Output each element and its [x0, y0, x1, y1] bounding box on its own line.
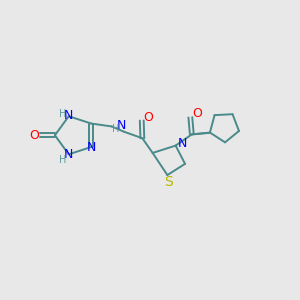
Text: O: O	[192, 107, 202, 120]
Text: N: N	[64, 109, 73, 122]
Text: N: N	[87, 141, 96, 154]
Text: N: N	[64, 148, 73, 161]
Text: H: H	[112, 124, 119, 134]
Text: N: N	[177, 137, 187, 150]
Text: H: H	[58, 109, 66, 119]
Text: H: H	[58, 155, 66, 165]
Text: O: O	[29, 129, 39, 142]
Text: N: N	[116, 119, 126, 132]
Text: O: O	[143, 111, 153, 124]
Text: S: S	[164, 175, 172, 189]
